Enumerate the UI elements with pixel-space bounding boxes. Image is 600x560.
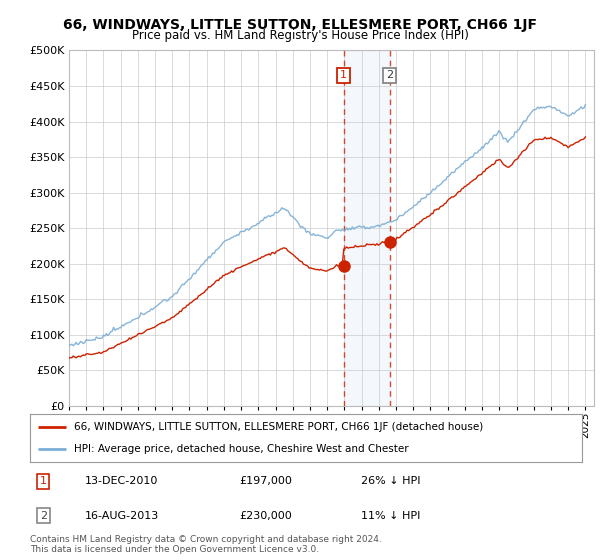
Text: HPI: Average price, detached house, Cheshire West and Chester: HPI: Average price, detached house, Ches… [74, 444, 409, 454]
Bar [344, 50, 389, 406]
Text: Price paid vs. HM Land Registry's House Price Index (HPI): Price paid vs. HM Land Registry's House … [131, 29, 469, 42]
Text: 11% ↓ HPI: 11% ↓ HPI [361, 511, 421, 521]
Text: 1: 1 [40, 476, 47, 486]
Text: 26% ↓ HPI: 26% ↓ HPI [361, 476, 421, 486]
Text: 16-AUG-2013: 16-AUG-2013 [85, 511, 160, 521]
Text: 2: 2 [40, 511, 47, 521]
Text: £197,000: £197,000 [240, 476, 293, 486]
Text: 1: 1 [340, 71, 347, 80]
Text: 13-DEC-2010: 13-DEC-2010 [85, 476, 158, 486]
Text: 66, WINDWAYS, LITTLE SUTTON, ELLESMERE PORT, CH66 1JF (detached house): 66, WINDWAYS, LITTLE SUTTON, ELLESMERE P… [74, 422, 484, 432]
Text: Contains HM Land Registry data © Crown copyright and database right 2024.
This d: Contains HM Land Registry data © Crown c… [30, 535, 382, 554]
Text: £230,000: £230,000 [240, 511, 293, 521]
Text: 2: 2 [386, 71, 393, 80]
Text: 66, WINDWAYS, LITTLE SUTTON, ELLESMERE PORT, CH66 1JF: 66, WINDWAYS, LITTLE SUTTON, ELLESMERE P… [63, 18, 537, 32]
